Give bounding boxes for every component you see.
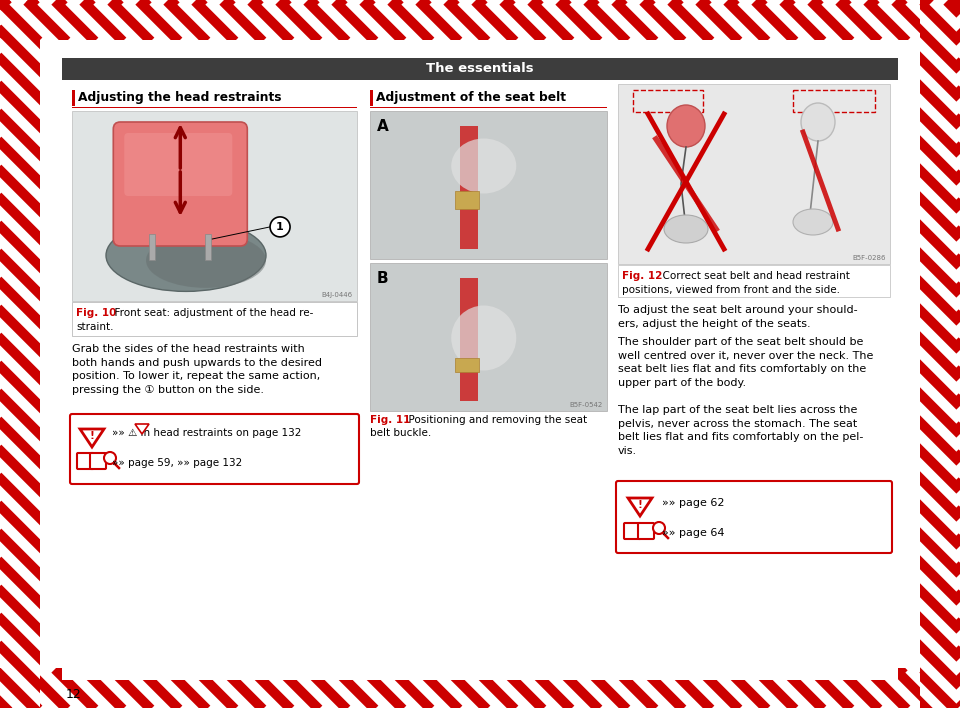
Bar	[72, 90, 75, 106]
Circle shape	[104, 452, 116, 464]
Text: B: B	[377, 271, 389, 286]
Text: 12: 12	[66, 687, 82, 700]
Text: Adjustment of the seat belt: Adjustment of the seat belt	[376, 91, 566, 105]
Circle shape	[270, 217, 290, 237]
Text: positions, viewed from front and the side.: positions, viewed from front and the sid…	[622, 285, 840, 295]
Bar	[0, 668, 960, 708]
Bar	[370, 90, 373, 106]
Bar	[0, 0, 40, 708]
Text: Fig. 10: Fig. 10	[76, 308, 116, 318]
Ellipse shape	[801, 103, 835, 141]
FancyBboxPatch shape	[124, 133, 232, 196]
Bar	[72, 107, 357, 108]
Text: straint.: straint.	[76, 322, 113, 332]
FancyBboxPatch shape	[624, 523, 641, 539]
Text: Grab the sides of the head restraints with
both hands and push upwards to the de: Grab the sides of the head restraints wi…	[72, 344, 322, 395]
Bar	[370, 107, 607, 108]
Bar	[460, 278, 478, 401]
Text: »» page 64: »» page 64	[662, 528, 725, 538]
Text: »» page 62: »» page 62	[662, 498, 725, 508]
Text: Adjusting the head restraints: Adjusting the head restraints	[78, 91, 281, 105]
Bar	[0, 0, 960, 40]
Ellipse shape	[106, 219, 266, 292]
Bar	[455, 191, 479, 209]
Text: A: A	[377, 119, 389, 134]
Text: The essentials: The essentials	[426, 62, 534, 76]
FancyBboxPatch shape	[616, 481, 892, 553]
Bar	[370, 111, 607, 259]
Text: The shoulder part of the seat belt should be
well centred over it, never over th: The shoulder part of the seat belt shoul…	[618, 337, 874, 388]
Polygon shape	[135, 424, 149, 434]
Polygon shape	[80, 429, 104, 447]
Text: »» page 59, »» page 132: »» page 59, »» page 132	[112, 458, 242, 468]
Bar	[633, 90, 703, 112]
Bar	[793, 90, 875, 112]
Bar	[72, 111, 357, 301]
Ellipse shape	[146, 233, 266, 288]
Bar	[460, 126, 478, 249]
Bar	[150, 234, 156, 261]
Ellipse shape	[667, 105, 705, 147]
FancyBboxPatch shape	[70, 414, 359, 484]
Text: »» ⚠ in head restraints on page 132: »» ⚠ in head restraints on page 132	[112, 428, 301, 438]
Text: Correct seat belt and head restraint: Correct seat belt and head restraint	[656, 271, 850, 281]
Text: belt buckle.: belt buckle.	[370, 428, 431, 438]
FancyBboxPatch shape	[77, 453, 94, 469]
Text: Positioning and removing the seat: Positioning and removing the seat	[402, 415, 588, 425]
Text: To adjust the seat belt around your should-
ers, adjust the height of the seats.: To adjust the seat belt around your shou…	[618, 305, 857, 329]
Text: 1: 1	[276, 222, 284, 232]
Text: B5F-0286: B5F-0286	[852, 255, 886, 261]
Bar	[72, 302, 357, 336]
Text: The lap part of the seat belt lies across the
pelvis, never across the stomach. : The lap part of the seat belt lies acros…	[618, 405, 863, 456]
Text: Front seat: adjustment of the head re-: Front seat: adjustment of the head re-	[108, 308, 313, 318]
Bar	[370, 263, 607, 411]
Bar	[62, 58, 898, 680]
Ellipse shape	[451, 139, 516, 193]
FancyBboxPatch shape	[113, 122, 248, 246]
Text: B5F-0542: B5F-0542	[569, 402, 603, 408]
Bar	[62, 58, 898, 80]
Ellipse shape	[664, 215, 708, 243]
Circle shape	[653, 522, 665, 534]
Text: !: !	[637, 500, 642, 510]
Bar	[205, 234, 211, 261]
Ellipse shape	[793, 209, 833, 235]
Text: Fig. 11: Fig. 11	[370, 415, 410, 425]
Bar	[618, 265, 890, 297]
FancyBboxPatch shape	[638, 523, 654, 539]
Text: Fig. 12: Fig. 12	[622, 271, 662, 281]
Bar	[920, 0, 960, 708]
Ellipse shape	[451, 305, 516, 370]
Polygon shape	[628, 498, 652, 516]
Bar	[618, 84, 890, 264]
FancyBboxPatch shape	[90, 453, 106, 469]
Bar	[455, 358, 479, 372]
Text: B4J-0446: B4J-0446	[322, 292, 353, 298]
Text: !: !	[89, 431, 94, 441]
